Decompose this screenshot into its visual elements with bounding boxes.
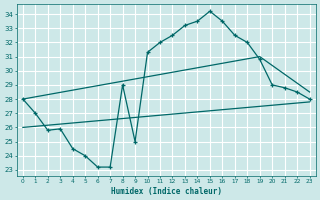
X-axis label: Humidex (Indice chaleur): Humidex (Indice chaleur) — [111, 187, 222, 196]
